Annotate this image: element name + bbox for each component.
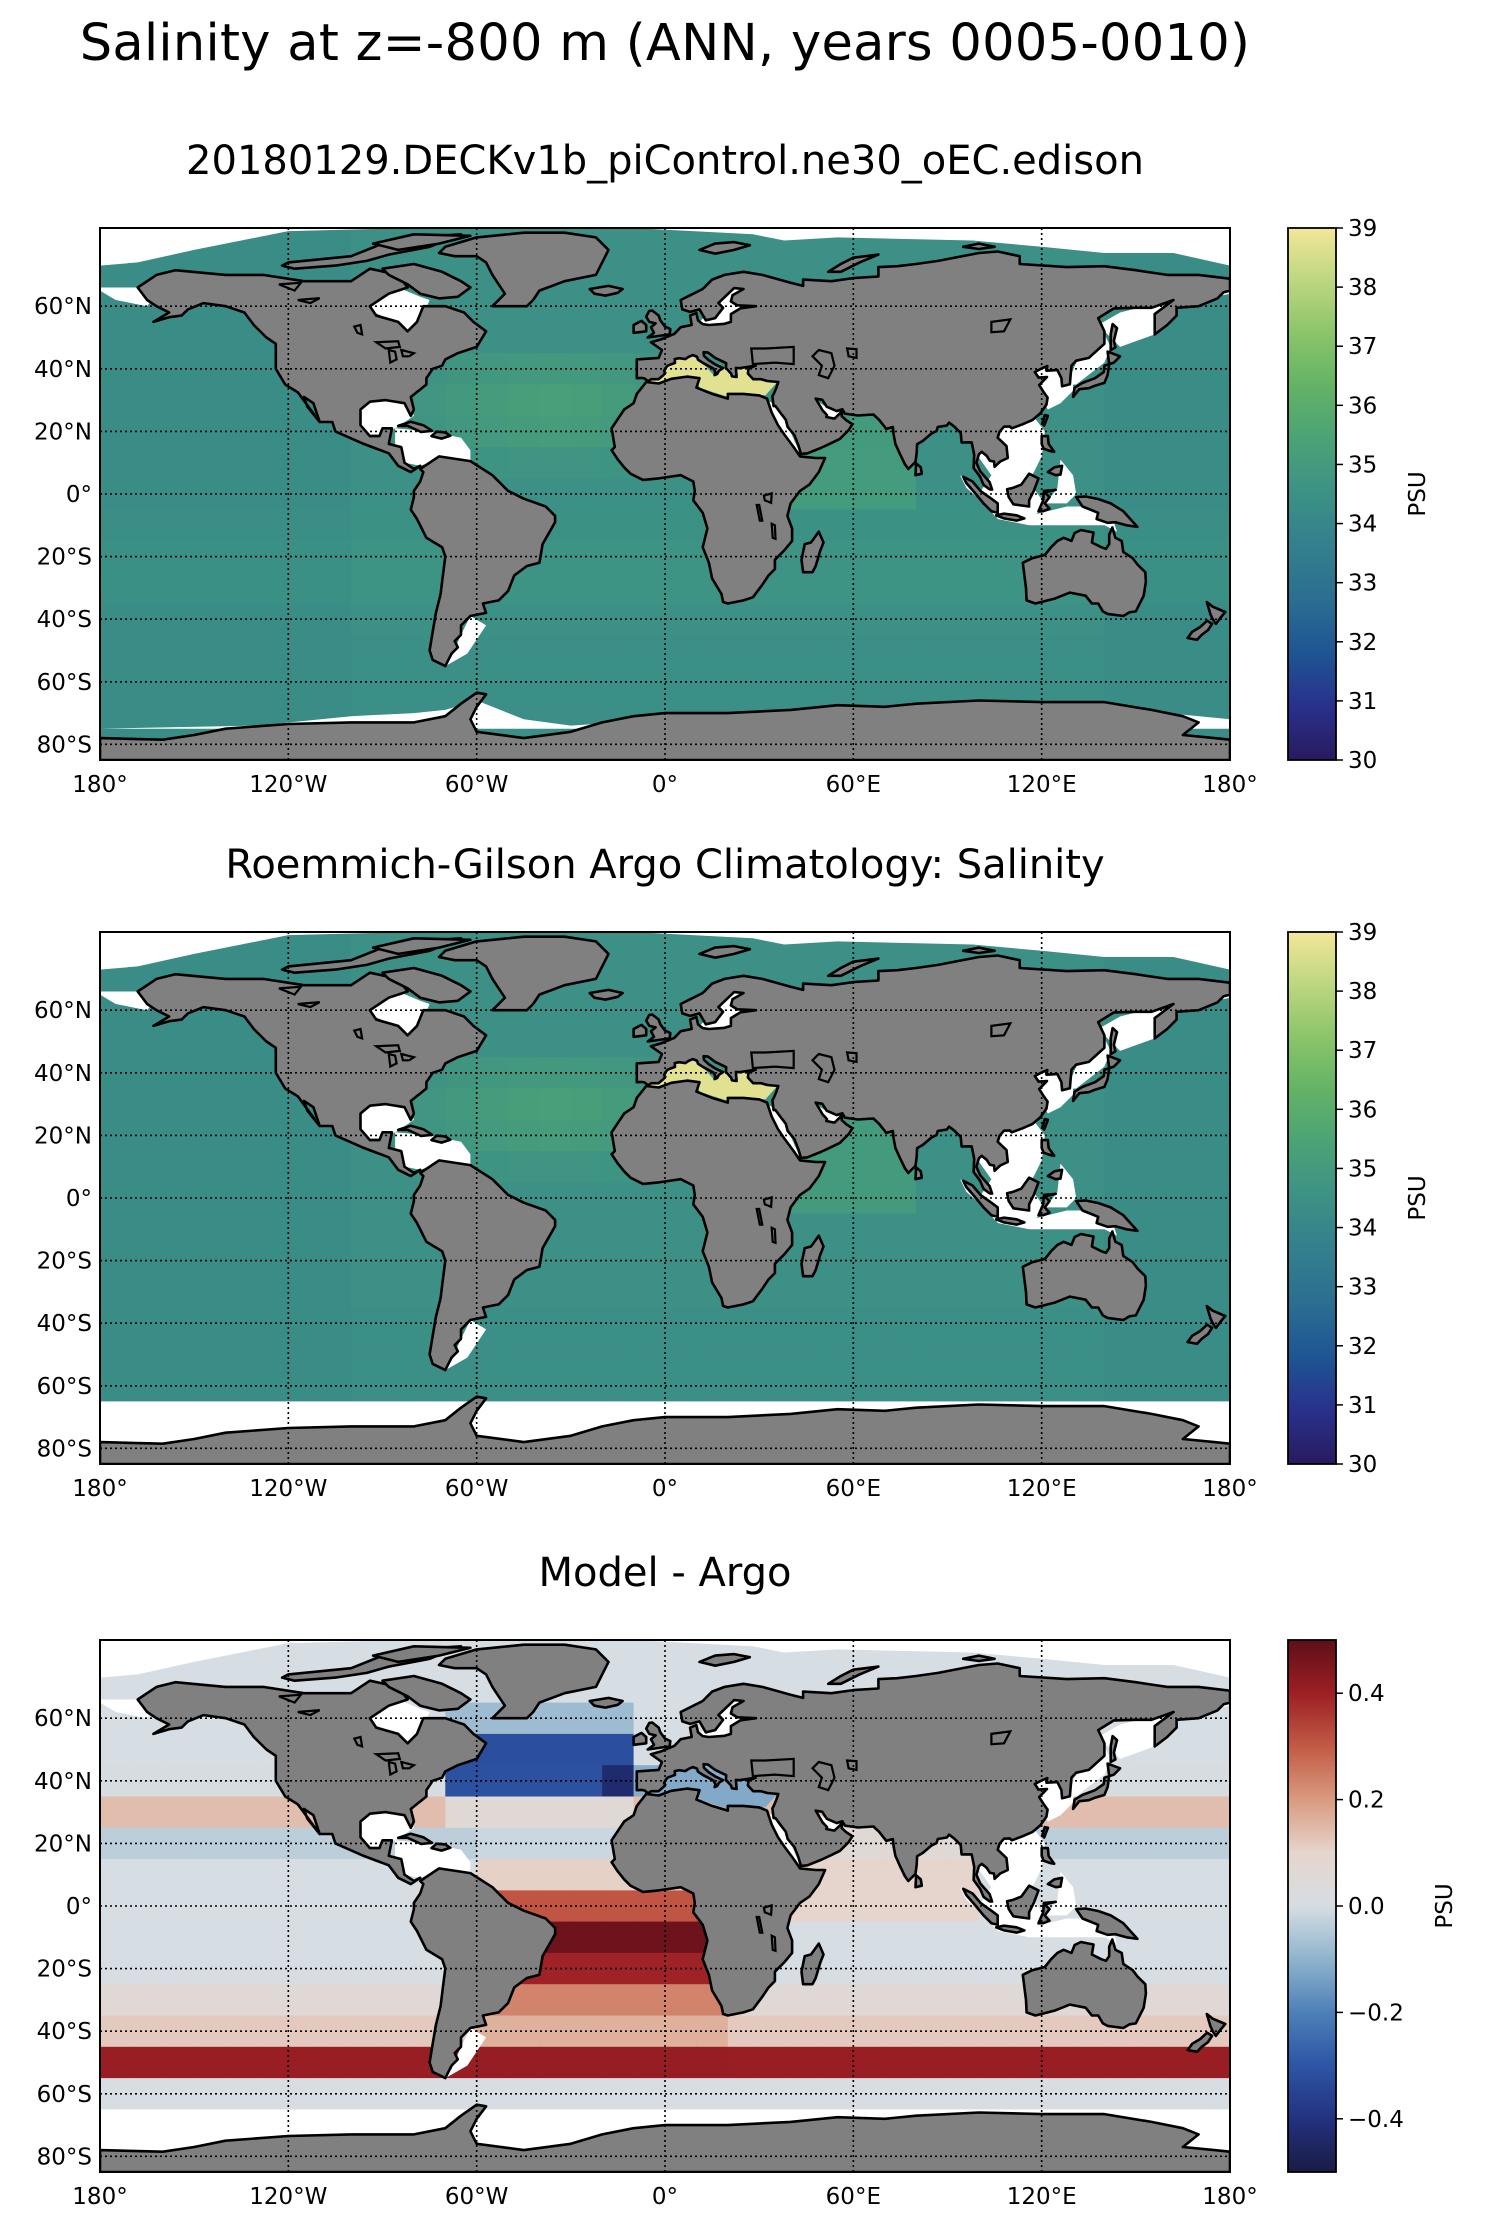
colorbar-tick-label: 31 [1348,689,1377,715]
colorbar-label: PSU [1405,471,1431,516]
x-tick-label: 120°E [1007,772,1077,798]
y-tick-label: 20°S [37,1957,92,1983]
colorbar-tick-label: −0.4 [1348,2107,1404,2133]
panel-1-title: 20180129.DECKv1b_piControl.ne30_oEC.edis… [186,138,1144,184]
x-tick-label: 120°W [249,2184,327,2210]
y-tick-label: 60°N [34,998,92,1024]
colorbar-tick-label: 39 [1348,920,1377,946]
figure-title: Salinity at z=-800 m (ANN, years 0005-00… [79,14,1251,73]
colorbar-tick-label: 38 [1348,275,1377,301]
colorbar-tick-label: 35 [1348,1156,1377,1182]
y-tick-label: 40°S [37,1311,92,1337]
x-tick-label: 0° [652,772,678,798]
panel-1-map: 180° 120°W 60°W 0° 60°E 120°E 180° 60°N 40°N 20°N… [34,216,1431,798]
x-tick-label: 180° [72,772,127,798]
y-tick-label: 60°N [34,1706,92,1732]
y-tick-label: 20°S [37,1249,92,1275]
y-tick-label: 20°S [37,545,92,571]
x-tick-label: 60°W [445,1476,509,1502]
x-tick-label: 0° [652,2184,678,2210]
x-tick-label: 180° [72,1476,127,1502]
x-tick-label: 180° [1202,2184,1257,2210]
x-tick-label: 180° [1202,1476,1257,1502]
x-tick-label: 60°E [826,1476,881,1502]
x-tick-label: 120°E [1007,1476,1077,1502]
colorbar-label: PSU [1432,1883,1458,1928]
y-tick-label: 0° [66,1186,92,1212]
colorbar-tick-label: 33 [1348,1275,1377,1301]
y-tick-label: 40°S [37,2019,92,2045]
y-tick-label: 0° [66,482,92,508]
y-tick-label: 60°S [37,1374,92,1400]
colorbar-tick-label: 35 [1348,452,1377,478]
colorbar-tick-label: 0.2 [1348,1788,1385,1814]
x-tick-label: 60°W [445,772,509,798]
colorbar-tick-label: 34 [1348,1216,1377,1242]
y-tick-label: 80°S [37,732,92,758]
x-tick-label: 60°W [445,2184,509,2210]
x-tick-label: 120°E [1007,2184,1077,2210]
y-tick-label: 80°S [37,1436,92,1462]
y-tick-label: 40°S [37,607,92,633]
y-tick-label: 0° [66,1894,92,1920]
x-tick-label: 180° [72,2184,127,2210]
colorbar-tick-label: 38 [1348,979,1377,1005]
colorbar [1287,1639,1337,2173]
colorbar-tick-label: 30 [1348,748,1377,774]
colorbar-tick-label: 32 [1348,630,1377,656]
colorbar-tick-label: 36 [1348,393,1377,419]
y-tick-label: 60°S [37,670,92,696]
y-tick-label: 40°N [34,1769,92,1795]
y-tick-label: 20°N [34,1831,92,1857]
panel-2-title: Roemmich-Gilson Argo Climatology: Salini… [225,842,1105,888]
colorbar-tick-label: 37 [1348,1038,1377,1064]
colorbar-tick-label: 30 [1348,1452,1377,1478]
panel-2-map: 180° 120°W 60°W 0° 60°E 120°E 180° 60°N 40°N 20°N… [34,920,1431,1502]
y-tick-label: 40°N [34,357,92,383]
colorbar-tick-label: 33 [1348,571,1377,597]
x-tick-label: 120°W [249,1476,327,1502]
colorbar [1287,227,1337,761]
colorbar [1287,931,1337,1465]
colorbar-tick-label: −0.2 [1348,2000,1404,2026]
x-tick-label: 180° [1202,772,1257,798]
colorbar-tick-label: 31 [1348,1393,1377,1419]
colorbar-tick-label: 0.4 [1348,1681,1385,1707]
colorbar-label: PSU [1405,1175,1431,1220]
colorbar-tick-label: 0.0 [1348,1894,1385,1920]
colorbar-tick-label: 34 [1348,512,1377,538]
x-tick-label: 120°W [249,772,327,798]
x-tick-label: 0° [652,1476,678,1502]
colorbar-tick-label: 32 [1348,1334,1377,1360]
x-tick-label: 60°E [826,2184,881,2210]
colorbar-tick-label: 36 [1348,1097,1377,1123]
y-tick-label: 60°N [34,294,92,320]
panel-3-map: 180° 120°W 60°W 0° 60°E 120°E 180° 60°N 40°N 20°N… [34,1639,1458,2210]
panel-3-title: Model - Argo [538,1550,792,1596]
y-tick-label: 60°S [37,2082,92,2108]
colorbar-tick-label: 39 [1348,216,1377,242]
x-tick-label: 60°E [826,772,881,798]
y-tick-label: 20°N [34,419,92,445]
y-tick-label: 20°N [34,1123,92,1149]
y-tick-label: 80°S [37,2144,92,2170]
y-tick-label: 40°N [34,1061,92,1087]
colorbar-tick-label: 37 [1348,334,1377,360]
